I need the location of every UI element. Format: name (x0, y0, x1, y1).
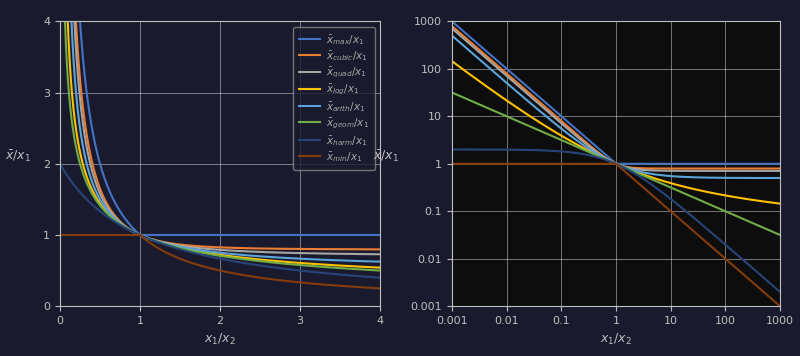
$\mathit{\bar{x}}_{log}/x_1$ (247, 257, 257, 261)
$\mathit{\bar{x}}_{max}/x_1$ (247, 233, 257, 237)
$\mathit{\bar{x}}_{cubic}/x_1$ (114, 218, 123, 222)
Line: $\mathit{\bar{x}}_{geom}/x_1$: $\mathit{\bar{x}}_{geom}/x_1$ (65, 20, 380, 271)
$\mathit{\bar{x}}_{geom}/x_1$ (318, 265, 328, 269)
$\mathit{\bar{x}}_{harm}/x_1$ (318, 271, 328, 275)
$\mathit{\bar{x}}_{cubic}/x_1$ (247, 246, 257, 251)
$\mathit{\bar{x}}_{geom}/x_1$ (375, 268, 385, 273)
$\mathit{\bar{x}}_{max}/x_1$ (263, 233, 273, 237)
$\mathit{\bar{x}}_{max}/x_1$ (318, 233, 328, 237)
$\mathit{\bar{x}}_{quad}/x_1$ (263, 250, 273, 254)
$\mathit{\bar{x}}_{log}/x_1$ (294, 261, 303, 265)
$\mathit{\bar{x}}_{min}/x_1$ (263, 277, 273, 281)
$\mathit{\bar{x}}_{max}/x_1$ (114, 206, 123, 210)
$\mathit{\bar{x}}_{harm}/x_1$ (178, 248, 187, 252)
$\mathit{\bar{x}}_{quad}/x_1$ (114, 218, 123, 222)
Line: $\mathit{\bar{x}}_{arith}/x_1$: $\mathit{\bar{x}}_{arith}/x_1$ (71, 18, 380, 262)
$\mathit{\bar{x}}_{geom}/x_1$ (263, 260, 273, 264)
$\mathit{\bar{x}}_{max}/x_1$ (375, 233, 385, 237)
$\mathit{\bar{x}}_{arith}/x_1$ (247, 253, 257, 258)
$\mathit{\bar{x}}_{log}/x_1$ (114, 220, 123, 224)
$\mathit{\bar{x}}_{harm}/x_1$ (114, 221, 123, 226)
Y-axis label: $\bar{x}/x_1$: $\bar{x}/x_1$ (373, 148, 398, 164)
$\mathit{\bar{x}}_{log}/x_1$ (263, 258, 273, 262)
$\mathit{\bar{x}}_{arith}/x_1$ (294, 256, 303, 261)
$\mathit{\bar{x}}_{harm}/x_1$ (247, 262, 257, 266)
Y-axis label: $\bar{x}/x_1$: $\bar{x}/x_1$ (5, 148, 31, 164)
$\mathit{\bar{x}}_{quad}/x_1$ (247, 250, 257, 254)
$\mathit{\bar{x}}_{geom}/x_1$ (178, 246, 187, 251)
$\mathit{\bar{x}}_{cubic}/x_1$ (375, 247, 385, 251)
$\mathit{\bar{x}}_{quad}/x_1$ (178, 244, 187, 248)
$\mathit{\bar{x}}_{harm}/x_1$ (263, 265, 273, 269)
$\mathit{\bar{x}}_{cubic}/x_1$ (178, 243, 187, 247)
X-axis label: $x_1/x_2$: $x_1/x_2$ (600, 331, 632, 346)
Line: $\mathit{\bar{x}}_{log}/x_1$: $\mathit{\bar{x}}_{log}/x_1$ (68, 19, 380, 268)
$\mathit{\bar{x}}_{geom}/x_1$ (247, 258, 257, 262)
$\mathit{\bar{x}}_{min}/x_1$ (178, 257, 187, 262)
Line: $\mathit{\bar{x}}_{max}/x_1$: $\mathit{\bar{x}}_{max}/x_1$ (80, 18, 380, 235)
$\mathit{\bar{x}}_{geom}/x_1$ (114, 220, 123, 225)
$\mathit{\bar{x}}_{harm}/x_1$ (55, 162, 65, 166)
$\mathit{\bar{x}}_{quad}/x_1$ (294, 251, 303, 255)
$\mathit{\bar{x}}_{min}/x_1$ (375, 286, 385, 290)
$\mathit{\bar{x}}_{arith}/x_1$ (263, 255, 273, 259)
$\mathit{\bar{x}}_{quad}/x_1$ (375, 252, 385, 256)
$\mathit{\bar{x}}_{max}/x_1$ (294, 233, 303, 237)
Line: $\mathit{\bar{x}}_{harm}/x_1$: $\mathit{\bar{x}}_{harm}/x_1$ (60, 164, 380, 278)
$\mathit{\bar{x}}_{cubic}/x_1$ (294, 247, 303, 251)
$\mathit{\bar{x}}_{geom}/x_1$ (294, 263, 303, 267)
X-axis label: $x_1/x_2$: $x_1/x_2$ (204, 331, 236, 346)
$\mathit{\bar{x}}_{quad}/x_1$ (318, 251, 328, 256)
$\mathit{\bar{x}}_{arith}/x_1$ (178, 245, 187, 250)
$\mathit{\bar{x}}_{arith}/x_1$ (114, 219, 123, 224)
$\mathit{\bar{x}}_{log}/x_1$ (318, 262, 328, 267)
$\mathit{\bar{x}}_{harm}/x_1$ (294, 268, 303, 273)
$\mathit{\bar{x}}_{cubic}/x_1$ (263, 246, 273, 251)
$\mathit{\bar{x}}_{min}/x_1$ (247, 274, 257, 279)
$\mathit{\bar{x}}_{min}/x_1$ (294, 280, 303, 284)
$\mathit{\bar{x}}_{log}/x_1$ (375, 266, 385, 270)
$\mathit{\bar{x}}_{min}/x_1$ (114, 233, 123, 237)
$\mathit{\bar{x}}_{arith}/x_1$ (375, 260, 385, 264)
$\mathit{\bar{x}}_{max}/x_1$ (178, 233, 187, 237)
$\mathit{\bar{x}}_{min}/x_1$ (318, 282, 328, 287)
Legend: $\mathit{\bar{x}}_{max}/x_1$, $\mathit{\bar{x}}_{cubic}/x_1$, $\mathit{\bar{x}}_: $\mathit{\bar{x}}_{max}/x_1$, $\mathit{\… (294, 27, 374, 171)
$\mathit{\bar{x}}_{arith}/x_1$ (318, 258, 328, 262)
$\mathit{\bar{x}}_{min}/x_1$ (55, 233, 65, 237)
Line: $\mathit{\bar{x}}_{quad}/x_1$: $\mathit{\bar{x}}_{quad}/x_1$ (74, 19, 380, 254)
$\mathit{\bar{x}}_{harm}/x_1$ (375, 276, 385, 280)
$\mathit{\bar{x}}_{log}/x_1$ (178, 246, 187, 250)
Line: $\mathit{\bar{x}}_{cubic}/x_1$: $\mathit{\bar{x}}_{cubic}/x_1$ (76, 19, 380, 249)
$\mathit{\bar{x}}_{cubic}/x_1$ (318, 247, 328, 251)
Line: $\mathit{\bar{x}}_{min}/x_1$: $\mathit{\bar{x}}_{min}/x_1$ (60, 235, 380, 288)
